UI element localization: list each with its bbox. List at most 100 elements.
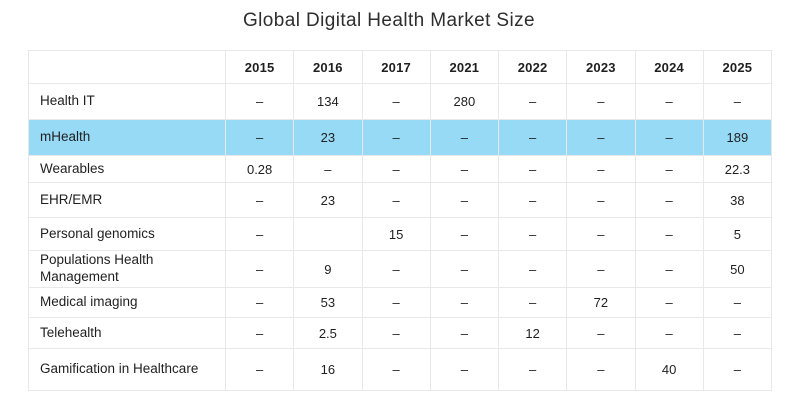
year-header-2017: 2017	[361, 50, 431, 84]
year-header-2023: 2023	[566, 50, 636, 84]
value-cell: –	[429, 250, 500, 288]
value-cell: –	[566, 217, 636, 251]
table-row[interactable]: Populations Health Management –9– – – – –50	[28, 250, 773, 288]
value-cell: –	[224, 217, 295, 251]
value-cell: –	[429, 182, 500, 218]
value-cell: 40	[634, 348, 704, 391]
value-cell: –	[634, 155, 704, 183]
value-cell: 280	[429, 83, 500, 120]
table-body: Health IT –134–280– – – – mHealth –23– – – – –189 W…	[28, 83, 773, 391]
value-cell: –	[361, 317, 431, 349]
table-row[interactable]: EHR/EMR –23– – – – –38	[28, 182, 773, 218]
value-cell: –	[566, 317, 636, 349]
year-header-2015: 2015	[224, 50, 295, 84]
value-cell: –	[497, 182, 568, 218]
value-cell: –	[293, 155, 363, 183]
value-cell: –	[634, 119, 704, 156]
value-cell: –	[224, 348, 295, 391]
value-cell: –	[224, 182, 295, 218]
row-label: Populations Health Management	[28, 250, 226, 288]
value-cell: 5	[702, 217, 773, 251]
corner-cell	[28, 50, 226, 84]
value-cell: –	[702, 317, 773, 349]
value-cell: –	[497, 250, 568, 288]
table-row[interactable]: Medical imaging –53– – –72– –	[28, 287, 773, 318]
value-cell: –	[224, 250, 295, 288]
value-cell: 38	[702, 182, 773, 218]
value-cell: –	[224, 83, 295, 120]
value-cell: 9	[293, 250, 363, 288]
year-header-2021: 2021	[429, 50, 500, 84]
row-label: Gamification in Healthcare	[28, 348, 226, 391]
value-cell: –	[497, 83, 568, 120]
value-cell: –	[429, 287, 500, 318]
value-cell: –	[361, 155, 431, 183]
row-label: mHealth	[28, 119, 226, 156]
table-row[interactable]: mHealth –23– – – – –189	[28, 119, 773, 156]
value-cell: –	[702, 83, 773, 120]
value-cell: 72	[566, 287, 636, 318]
year-header-2025: 2025	[702, 50, 773, 84]
value-cell: –	[702, 287, 773, 318]
value-cell: –	[566, 182, 636, 218]
header-row: 2015 2016 2017 2021 2022 2023 2024 2025	[28, 50, 773, 84]
table-row[interactable]: Gamification in Healthcare –16– – – –40–	[28, 348, 773, 391]
row-label: Telehealth	[28, 317, 226, 349]
value-cell: –	[429, 217, 500, 251]
value-cell: –	[429, 317, 500, 349]
value-cell: 23	[293, 182, 363, 218]
value-cell: 53	[293, 287, 363, 318]
year-header-2016: 2016	[293, 50, 363, 84]
value-cell: 189	[702, 119, 773, 156]
value-cell: –	[497, 119, 568, 156]
value-cell: –	[361, 250, 431, 288]
year-header-2024: 2024	[634, 50, 704, 84]
value-cell: –	[566, 250, 636, 288]
value-cell: –	[429, 348, 500, 391]
table-row[interactable]: Personal genomics –15– – – –5	[28, 217, 773, 251]
row-label: Medical imaging	[28, 287, 226, 318]
value-cell: –	[361, 119, 431, 156]
row-label: Wearables	[28, 155, 226, 183]
value-cell: –	[224, 287, 295, 318]
value-cell: –	[361, 287, 431, 318]
value-cell: –	[497, 217, 568, 251]
value-cell	[293, 217, 363, 251]
value-cell: 16	[293, 348, 363, 391]
table-row[interactable]: Telehealth –2.5– –12– – –	[28, 317, 773, 349]
value-cell: –	[497, 155, 568, 183]
year-header-2022: 2022	[497, 50, 568, 84]
value-cell: –	[566, 83, 636, 120]
page-title: Global Digital Health Market Size	[243, 10, 535, 31]
row-label: EHR/EMR	[28, 182, 226, 218]
value-cell: –	[361, 83, 431, 120]
value-cell: –	[429, 155, 500, 183]
value-cell: –	[634, 83, 704, 120]
value-cell: 134	[293, 83, 363, 120]
value-cell: –	[497, 287, 568, 318]
value-cell: –	[566, 119, 636, 156]
value-cell: –	[634, 287, 704, 318]
value-cell: –	[634, 217, 704, 251]
row-label: Health IT	[28, 83, 226, 120]
value-cell: 12	[497, 317, 568, 349]
value-cell: –	[361, 348, 431, 391]
value-cell: 2.5	[293, 317, 363, 349]
value-cell: –	[566, 155, 636, 183]
value-cell: –	[224, 119, 295, 156]
table-row[interactable]: Wearables 0.28– – – – – –22.3	[28, 155, 773, 183]
value-cell: –	[429, 119, 500, 156]
value-cell: –	[224, 317, 295, 349]
value-cell: 0.28	[224, 155, 295, 183]
value-cell: –	[634, 182, 704, 218]
value-cell: 23	[293, 119, 363, 156]
value-cell: –	[702, 348, 773, 391]
table-row[interactable]: Health IT –134–280– – – –	[28, 83, 773, 120]
value-cell: –	[566, 348, 636, 391]
value-cell: 50	[702, 250, 773, 288]
value-cell: 22.3	[702, 155, 773, 183]
market-size-table: 2015 2016 2017 2021 2022 2023 2024 2025 Health …	[28, 50, 773, 391]
row-label: Personal genomics	[28, 217, 226, 251]
table-header: 2015 2016 2017 2021 2022 2023 2024 2025	[28, 50, 773, 84]
